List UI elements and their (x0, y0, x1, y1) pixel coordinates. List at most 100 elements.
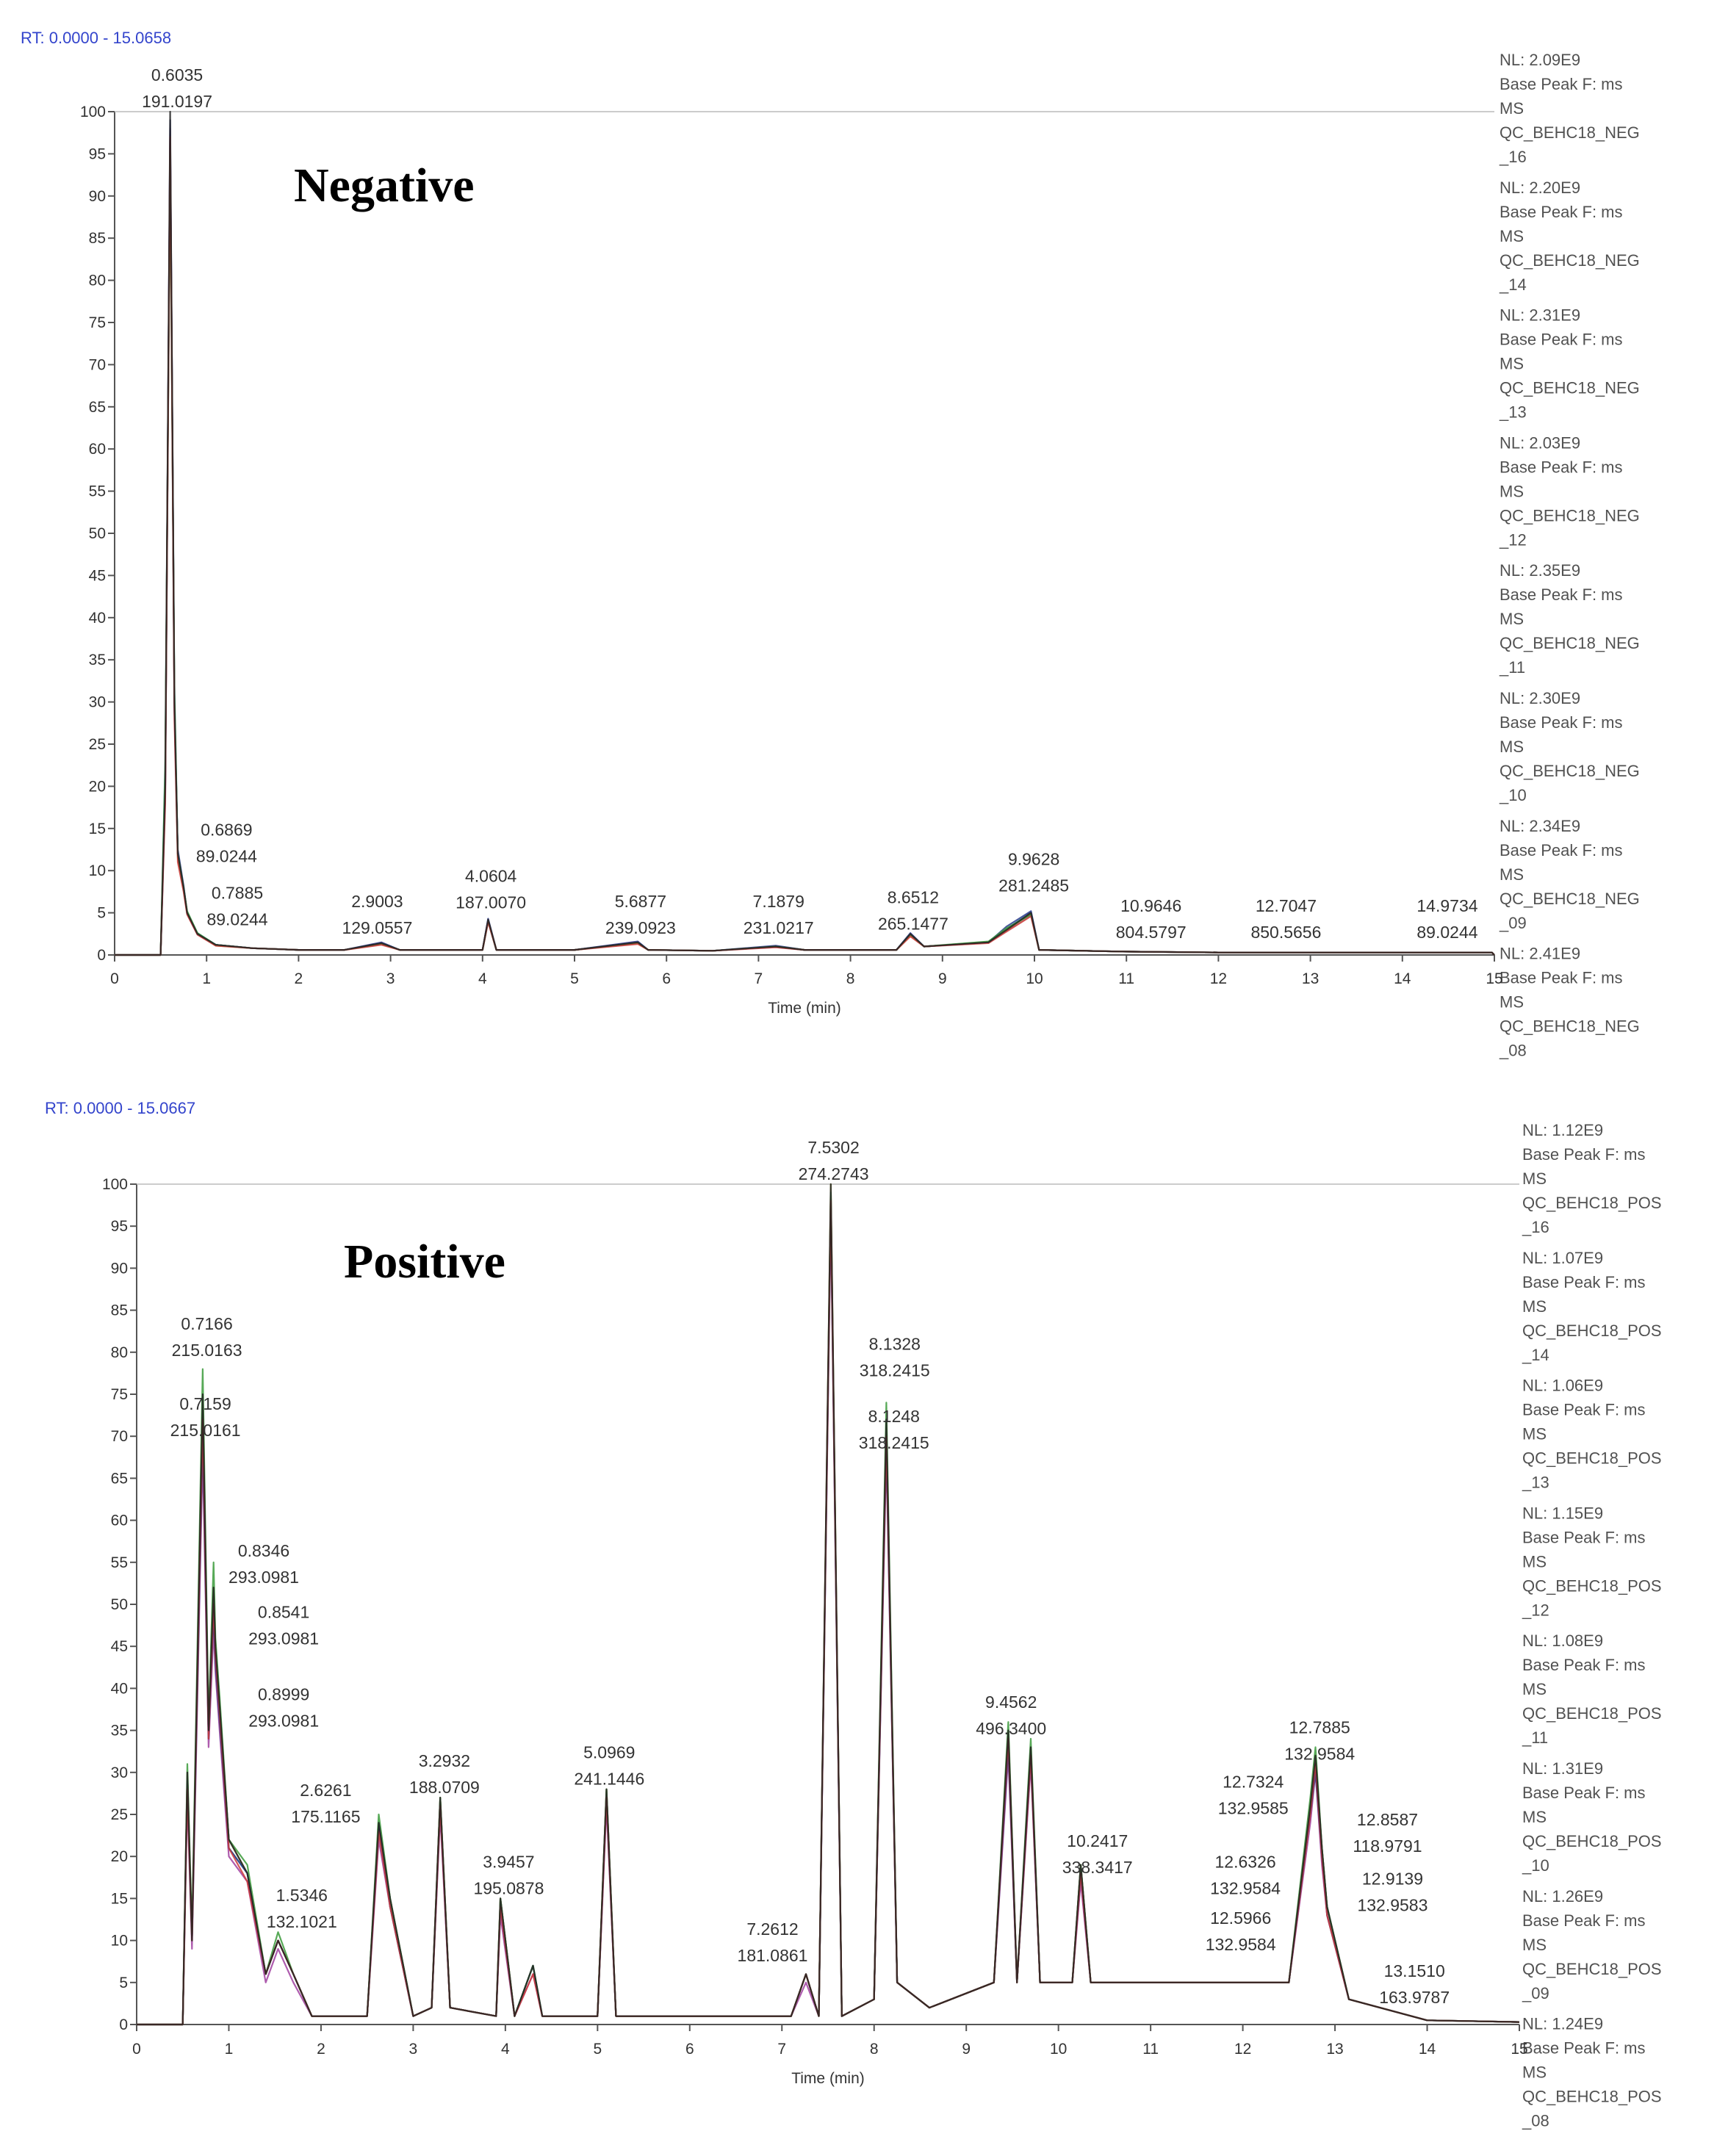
legend-text: Base Peak F: ms (1500, 969, 1623, 987)
y-tick-label: 35 (89, 652, 106, 668)
trace (115, 136, 1495, 956)
peak-mz: 181.0861 (738, 1946, 808, 1965)
peak-rt: 8.1328 (869, 1335, 921, 1354)
y-tick-label: 60 (89, 441, 106, 458)
legend-text: NL: 1.31E9 (1522, 1759, 1603, 1778)
y-tick-label: 55 (89, 483, 106, 500)
peak-mz: 132.9584 (1206, 1935, 1276, 1954)
y-tick-label: 10 (111, 1933, 128, 1950)
trace (115, 136, 1495, 956)
peak-mz: 804.5797 (1116, 923, 1187, 942)
legend-text: NL: 2.35E9 (1500, 561, 1580, 580)
y-tick-label: 50 (89, 525, 106, 542)
legend-text: NL: 1.12E9 (1522, 1121, 1603, 1139)
peak-rt: 0.6035 (151, 65, 203, 84)
x-tick-label: 5 (570, 970, 579, 987)
legend-text: MS (1500, 227, 1524, 245)
peak-mz: 318.2415 (859, 1433, 929, 1452)
peak-rt: 3.9457 (483, 1852, 534, 1871)
legend-text: Base Peak F: ms (1522, 1656, 1646, 1674)
peak-rt: 13.1510 (1384, 1961, 1445, 1980)
legend-text: Base Peak F: ms (1522, 1528, 1646, 1546)
x-tick-label: 1 (225, 2041, 234, 2058)
peak-mz: 132.9583 (1357, 1895, 1428, 1914)
legend-text: Base Peak F: ms (1522, 1145, 1646, 1164)
trace (115, 119, 1495, 956)
x-tick-label: 10 (1026, 970, 1043, 987)
legend-text: _12 (1522, 1601, 1549, 1619)
y-tick-label: 85 (89, 230, 106, 247)
x-tick-label: 15 (1486, 970, 1502, 987)
peak-rt: 12.6326 (1215, 1852, 1276, 1871)
peak-mz: 231.0217 (744, 918, 814, 937)
trace (115, 161, 1495, 956)
legend-text: NL: 2.20E9 (1500, 179, 1580, 197)
x-tick-label: 15 (1511, 2041, 1527, 2058)
peak-mz: 338.3417 (1062, 1858, 1133, 1877)
peak-rt: 5.0969 (583, 1743, 635, 1762)
trace (115, 144, 1495, 956)
legend-text: NL: 1.07E9 (1522, 1249, 1603, 1267)
legend-text: QC_BEHC18_POS (1522, 1960, 1662, 1978)
legend-text: Base Peak F: ms (1500, 841, 1623, 859)
y-tick-label: 80 (111, 1344, 128, 1361)
peak-mz: 188.0709 (409, 1778, 480, 1797)
peak-mz: 293.0981 (228, 1568, 299, 1587)
peak-mz: 132.1021 (267, 1912, 337, 1931)
legend-text: MS (1522, 1936, 1547, 1954)
legend-text: Base Peak F: ms (1500, 458, 1623, 476)
peak-mz: 132.9584 (1284, 1744, 1355, 1763)
legend-text: QC_BEHC18_NEG (1500, 762, 1640, 780)
y-tick-label: 90 (111, 1260, 128, 1277)
x-tick-label: 9 (938, 970, 947, 987)
peak-rt: 12.8587 (1357, 1810, 1418, 1829)
peak-mz: 118.9791 (1353, 1836, 1422, 1856)
x-tick-label: 0 (110, 970, 119, 987)
trace (115, 153, 1495, 956)
peak-rt: 14.9734 (1416, 896, 1477, 915)
x-tick-label: 13 (1302, 970, 1319, 987)
y-tick-label: 95 (89, 145, 106, 162)
y-tick-label: 25 (111, 1806, 128, 1823)
legend-text: _08 (1522, 2112, 1549, 2130)
x-tick-label: 14 (1419, 2041, 1436, 2058)
y-tick-label: 90 (89, 188, 106, 205)
peak-rt: 12.5966 (1210, 1908, 1271, 1928)
legend-text: QC_BEHC18_POS (1522, 1449, 1662, 1468)
legend-text: MS (1500, 99, 1524, 118)
legend-text: QC_BEHC18_POS (1522, 1194, 1662, 1212)
peak-rt: 3.2932 (419, 1751, 470, 1770)
peak-mz: 129.0557 (342, 918, 412, 937)
x-tick-label: 11 (1142, 2041, 1159, 2058)
y-tick-label: 85 (111, 1302, 128, 1319)
legend-text: MS (1500, 865, 1524, 884)
y-tick-label: 25 (89, 736, 106, 753)
y-tick-label: 0 (97, 947, 106, 964)
peak-mz: 496.3400 (976, 1719, 1046, 1738)
legend-text: QC_BEHC18_NEG (1500, 123, 1640, 142)
trace (115, 127, 1495, 956)
legend-text: QC_BEHC18_NEG (1500, 379, 1640, 397)
x-axis-title: Time (min) (768, 1000, 841, 1017)
y-tick-label: 60 (111, 1513, 128, 1529)
legend-text: QC_BEHC18_NEG (1500, 890, 1640, 908)
legend-text: MS (1522, 1808, 1547, 1826)
peak-mz: 318.2415 (860, 1361, 930, 1380)
legend-text: MS (1500, 482, 1524, 500)
legend-text: _10 (1522, 1856, 1549, 1875)
y-tick-label: 70 (111, 1428, 128, 1445)
legend-text: NL: 2.31E9 (1500, 306, 1580, 325)
y-tick-label: 75 (111, 1386, 128, 1403)
legend-text: QC_BEHC18_POS (1522, 1322, 1662, 1340)
legend-text: _14 (1499, 275, 1527, 294)
legend-text: _09 (1522, 1984, 1549, 2002)
peak-rt: 7.5302 (807, 1138, 859, 1157)
legend-text: MS (1500, 738, 1524, 756)
legend-text: _11 (1499, 658, 1525, 677)
legend-text: _14 (1522, 1346, 1549, 1364)
legend-text: QC_BEHC18_POS (1522, 1832, 1662, 1850)
x-tick-label: 3 (386, 970, 395, 987)
legend-text: Base Peak F: ms (1522, 2039, 1646, 2058)
x-tick-label: 6 (685, 2041, 694, 2058)
peak-rt: 7.1879 (753, 892, 804, 911)
